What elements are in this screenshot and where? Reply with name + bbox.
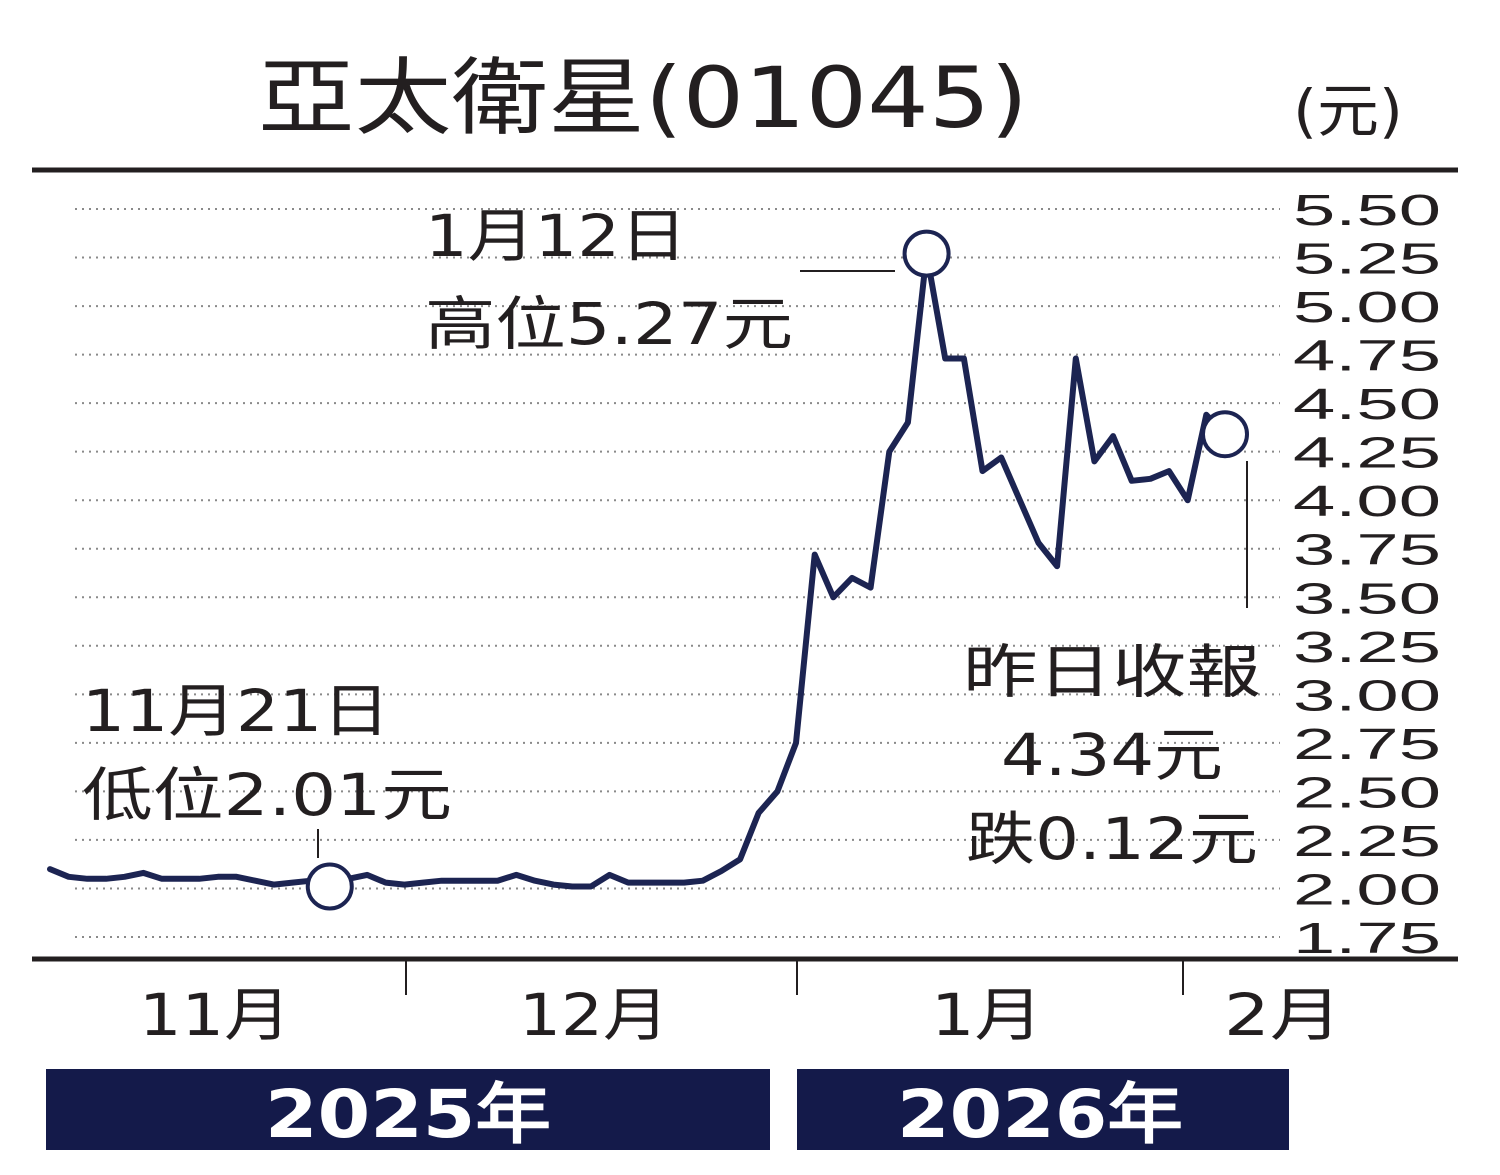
year-label-2025: 2025年 xyxy=(265,1076,551,1153)
low-date-label: 11月21日 xyxy=(82,677,390,745)
y-tick-label: 5.25 xyxy=(1293,235,1441,284)
unit-label: (元) xyxy=(1293,77,1403,145)
month-label-dec: 12月 xyxy=(519,981,669,1049)
month-label-feb: 2月 xyxy=(1224,981,1342,1049)
y-tick-label: 3.75 xyxy=(1293,526,1441,575)
y-tick-label: 4.00 xyxy=(1293,477,1441,526)
year-label-2026: 2026年 xyxy=(897,1076,1183,1153)
high-marker xyxy=(902,229,951,278)
close-line3-label: 跌0.12元 xyxy=(966,805,1258,873)
year-band-2026 xyxy=(797,1069,1289,1150)
y-tick-label: 4.25 xyxy=(1293,429,1441,478)
month-label-jan: 1月 xyxy=(931,981,1043,1049)
y-tick-label: 1.75 xyxy=(1293,914,1441,963)
y-tick-label: 4.50 xyxy=(1293,380,1441,429)
low-marker xyxy=(305,862,354,911)
y-tick-label: 5.50 xyxy=(1293,186,1441,235)
y-tick-label: 5.00 xyxy=(1293,283,1441,332)
high-value-label: 高位5.27元 xyxy=(425,290,793,358)
y-tick-label: 2.00 xyxy=(1293,865,1441,914)
year-band-2025 xyxy=(46,1069,770,1150)
chart-title: 亞太衛星(01045) xyxy=(258,49,1028,147)
gridlines xyxy=(75,208,1280,938)
y-axis-ticks: 5.505.255.004.754.504.254.003.753.503.25… xyxy=(1293,186,1441,963)
close-line2-label: 4.34元 xyxy=(1001,721,1223,789)
close-line1-label: 昨日收報 xyxy=(963,638,1261,706)
month-label-nov: 11月 xyxy=(139,981,291,1049)
y-tick-label: 2.25 xyxy=(1293,817,1441,866)
highlight-markers xyxy=(305,229,1249,911)
y-tick-label: 3.50 xyxy=(1293,574,1441,623)
y-tick-label: 3.00 xyxy=(1293,671,1441,720)
y-tick-label: 4.75 xyxy=(1293,332,1441,381)
y-tick-label: 2.50 xyxy=(1293,768,1441,817)
y-tick-label: 2.75 xyxy=(1293,720,1441,769)
low-value-label: 低位2.01元 xyxy=(82,761,452,829)
y-tick-label: 3.25 xyxy=(1293,623,1441,672)
price-line xyxy=(47,250,1228,890)
close-marker xyxy=(1201,410,1249,459)
high-date-label: 1月12日 xyxy=(425,202,687,270)
